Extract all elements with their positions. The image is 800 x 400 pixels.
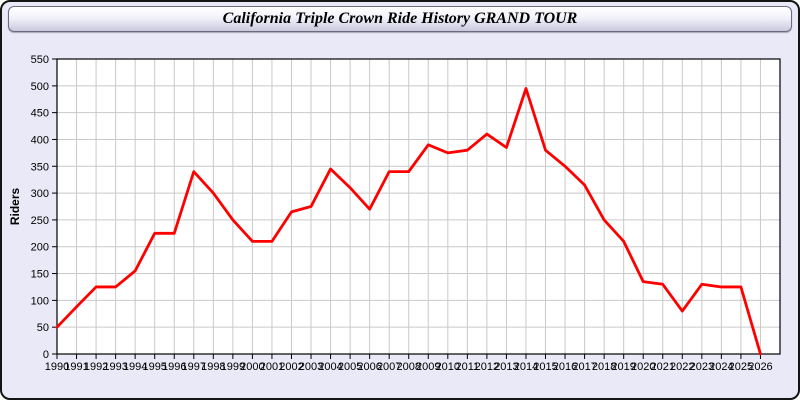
- x-tick-label: 2022: [670, 361, 694, 373]
- axis-labels: 1990199119921993199419951996199719981999…: [31, 54, 773, 373]
- plot-area: [57, 59, 780, 354]
- y-tick-label: 150: [31, 269, 49, 281]
- x-tick-label: 2014: [514, 361, 538, 373]
- x-tick-label: 1993: [103, 361, 127, 373]
- y-tick-label: 0: [43, 349, 49, 361]
- x-tick-label: 1994: [123, 361, 147, 373]
- y-tick-label: 550: [31, 54, 49, 66]
- x-tick-label: 1991: [64, 361, 88, 373]
- x-tick-label: 2000: [240, 361, 264, 373]
- x-tick-label: 2024: [709, 361, 733, 373]
- riders-line: [55, 87, 762, 356]
- plot-border: [56, 58, 781, 355]
- x-tick-label: 2008: [396, 361, 420, 373]
- x-tick-label: 2018: [592, 361, 616, 373]
- x-tick-label: 1992: [84, 361, 108, 373]
- x-tick-label: 1998: [201, 361, 225, 373]
- x-tick-label: 2021: [651, 361, 675, 373]
- x-tick-label: 2013: [494, 361, 518, 373]
- y-tick-label: 200: [31, 242, 49, 254]
- x-tick-label: 2001: [260, 361, 284, 373]
- y-tick-label: 100: [31, 295, 49, 307]
- x-tick-label: 1990: [45, 361, 69, 373]
- x-tick-label: 2017: [572, 361, 596, 373]
- x-tick-label: 2011: [456, 361, 480, 373]
- y-tick-label: 50: [37, 322, 49, 334]
- x-tick-label: 2006: [357, 361, 381, 373]
- x-tick-label: 1997: [182, 361, 206, 373]
- x-tick-label: 1999: [221, 361, 245, 373]
- x-tick-label: 2025: [729, 361, 753, 373]
- title-bar: California Triple Crown Ride History GRA…: [8, 6, 792, 32]
- x-tick-label: 1995: [142, 361, 166, 373]
- y-tick-label: 250: [31, 215, 49, 227]
- x-tick-label: 2015: [533, 361, 557, 373]
- y-tick-label: 300: [31, 188, 49, 200]
- y-tick-label: 450: [31, 108, 49, 120]
- x-tick-label: 2009: [416, 361, 440, 373]
- x-tick-label: 2002: [279, 361, 303, 373]
- x-tick-label: 2023: [690, 361, 714, 373]
- x-tick-label: 2012: [475, 361, 499, 373]
- y-axis-title: Riders: [8, 188, 22, 226]
- x-tick-label: 2003: [299, 361, 323, 373]
- y-tick-label: 350: [31, 161, 49, 173]
- x-tick-label: 2005: [338, 361, 362, 373]
- x-tick-label: 2016: [553, 361, 577, 373]
- x-tick-label: 2007: [377, 361, 401, 373]
- x-tick-label: 2004: [318, 361, 342, 373]
- x-tick-label: 2019: [611, 361, 635, 373]
- x-tick-label: 2010: [436, 361, 460, 373]
- y-tick-label: 400: [31, 134, 49, 146]
- x-tick-label: 1996: [162, 361, 186, 373]
- y-tick-label: 500: [31, 81, 49, 93]
- x-tick-label: 2026: [748, 361, 772, 373]
- x-tick-label: 2020: [631, 361, 655, 373]
- page-title: California Triple Crown Ride History GRA…: [222, 10, 578, 27]
